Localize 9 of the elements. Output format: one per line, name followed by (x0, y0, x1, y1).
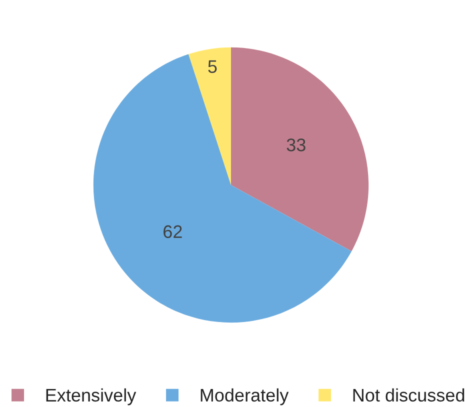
legend-label: Not discussed (353, 388, 464, 402)
data-label: 5 (208, 60, 217, 73)
data-label: 33 (286, 138, 306, 152)
data-label: 62 (164, 225, 182, 238)
pie-slice (93, 54, 352, 323)
pie-slice (188, 47, 231, 185)
pie-slice (231, 47, 369, 252)
legend-label: Moderately (200, 388, 289, 406)
legend-label: Extensively (46, 388, 136, 406)
